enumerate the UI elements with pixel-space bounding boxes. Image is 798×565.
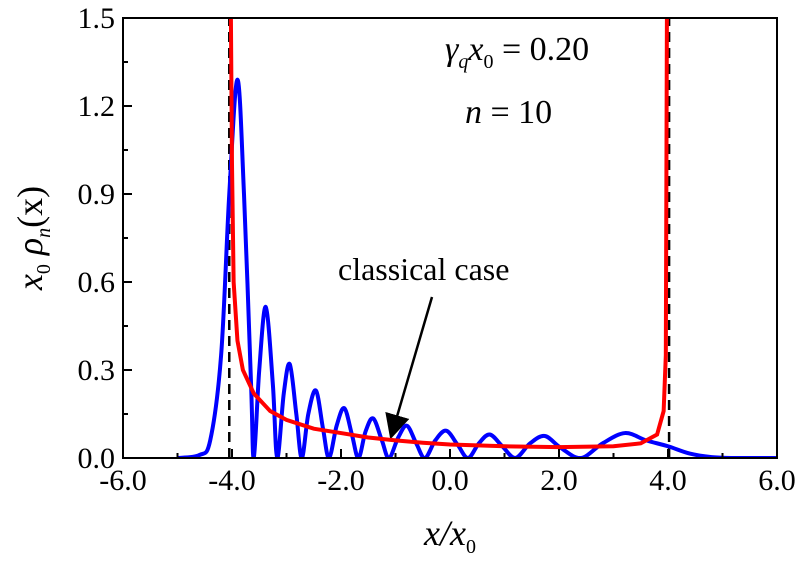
x-tick-label: 6.0 xyxy=(758,464,796,497)
x-tick-label: -2.0 xyxy=(317,464,365,497)
y-tick-label: 0.9 xyxy=(78,178,116,211)
x-tick-label: 0.0 xyxy=(431,464,469,497)
x-axis-label: x/x0 xyxy=(423,513,476,558)
y-tick-label: 1.2 xyxy=(78,90,116,123)
y-axis-label: x0 ρn(x) xyxy=(10,186,55,291)
arrow xyxy=(385,296,434,440)
y-tick-label: 1.5 xyxy=(78,2,116,35)
x-tick-label: 2.0 xyxy=(540,464,578,497)
x-tick-label: -6.0 xyxy=(99,464,147,497)
arrow-text: classical case xyxy=(338,251,509,287)
gamma-annotation: γqx0 = 0.20 xyxy=(445,31,589,73)
y-tick-label: 0.6 xyxy=(78,266,116,299)
n-annotation: n = 10 xyxy=(465,94,552,131)
x-tick-label: 4.0 xyxy=(649,464,687,497)
y-tick-label: 0.3 xyxy=(78,354,116,387)
x-tick-label: -4.0 xyxy=(208,464,256,497)
series-line xyxy=(228,18,669,450)
plot-frame xyxy=(122,17,778,459)
y-tick-label: 0.0 xyxy=(78,442,116,475)
